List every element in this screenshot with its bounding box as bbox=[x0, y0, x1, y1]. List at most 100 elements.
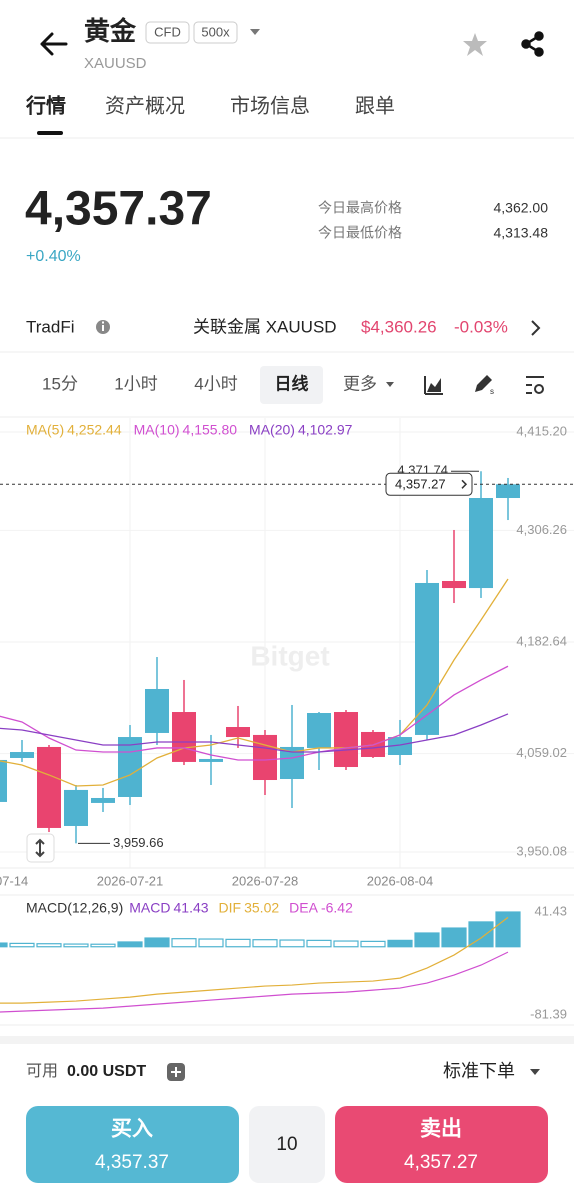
price-change: +0.40% bbox=[26, 248, 81, 265]
legend-value: 35.02 bbox=[244, 900, 279, 916]
legend-value: -6.42 bbox=[321, 900, 353, 916]
y-tick-label: 41.43 bbox=[534, 903, 567, 918]
ma-line bbox=[0, 713, 509, 753]
x-tick-label: 2026-07-14 bbox=[0, 873, 28, 888]
tab[interactable]: 市场信息 bbox=[230, 94, 310, 117]
macd-bar bbox=[252, 939, 278, 948]
candle-body bbox=[226, 727, 250, 738]
candle-body bbox=[172, 712, 196, 762]
chart-type-button[interactable] bbox=[424, 376, 443, 395]
macd-bar bbox=[0, 942, 8, 948]
candle-body bbox=[496, 484, 520, 499]
legend-value: 4,155.80 bbox=[183, 422, 238, 438]
svg-text:s: s bbox=[490, 387, 494, 396]
dropdown-icon[interactable] bbox=[386, 382, 394, 387]
candle-body bbox=[307, 713, 331, 748]
badge: 500x bbox=[201, 24, 230, 39]
interval[interactable]: 4小时 bbox=[194, 374, 237, 393]
y-tick-label: 4,059.02 bbox=[516, 745, 567, 760]
badge: CFD bbox=[154, 24, 181, 39]
legend-value: 4,102.97 bbox=[298, 422, 353, 438]
last-price-tag bbox=[385, 472, 473, 496]
candle-body bbox=[0, 759, 7, 802]
quantity[interactable]: 10 bbox=[276, 1134, 297, 1155]
x-tick-label: 2026-08-04 bbox=[367, 873, 434, 888]
chart-area: Bitget bbox=[0, 418, 574, 868]
buy-label[interactable]: 买入 bbox=[111, 1118, 153, 1141]
y-tick-label: 4,306.26 bbox=[516, 522, 567, 537]
interval-selected-bg bbox=[260, 366, 323, 404]
interval[interactable]: 15分 bbox=[42, 374, 78, 393]
x-tick-label: 2026-07-28 bbox=[232, 873, 299, 888]
buy-button[interactable] bbox=[26, 1106, 239, 1183]
macd-bar bbox=[90, 943, 116, 948]
tab[interactable]: 跟单 bbox=[355, 94, 395, 117]
legend-name: MACD bbox=[129, 900, 170, 916]
macd-line bbox=[0, 951, 509, 1013]
draw-tool-button[interactable]: s bbox=[475, 375, 494, 396]
macd-bar bbox=[441, 927, 467, 948]
macd-bar bbox=[198, 938, 224, 948]
interval[interactable]: 日线 bbox=[275, 373, 309, 393]
candle-body bbox=[118, 737, 142, 797]
macd-bar bbox=[63, 943, 89, 948]
info-icon[interactable] bbox=[96, 320, 110, 334]
indicator-button[interactable] bbox=[526, 376, 544, 394]
sell-price[interactable]: 4,357.27 bbox=[404, 1152, 478, 1173]
watermark: Bitget bbox=[250, 640, 329, 671]
legend-name: MA(10) bbox=[134, 422, 180, 438]
order-type[interactable]: 标准下单 bbox=[443, 1061, 515, 1081]
tab-indicator bbox=[37, 131, 63, 135]
macd-bar bbox=[9, 942, 35, 948]
instrument-title: 黄金 bbox=[84, 16, 137, 46]
macd-bar bbox=[144, 937, 170, 948]
interval[interactable]: 1小时 bbox=[114, 374, 157, 393]
back-button[interactable] bbox=[40, 32, 68, 56]
interval-more[interactable]: 更多 bbox=[343, 374, 377, 393]
buy-price[interactable]: 4,357.37 bbox=[95, 1152, 169, 1173]
sell-button[interactable] bbox=[335, 1106, 548, 1183]
dropdown-icon[interactable] bbox=[530, 1069, 540, 1075]
macd-bar bbox=[171, 938, 197, 948]
candle-body bbox=[334, 712, 358, 768]
deposit-button[interactable] bbox=[167, 1063, 185, 1081]
macd-bar bbox=[279, 939, 305, 948]
legend-value: 4,252.44 bbox=[67, 422, 122, 438]
tab[interactable]: 资产概况 bbox=[105, 94, 185, 117]
macd-bar bbox=[225, 938, 251, 948]
candle-body bbox=[91, 797, 115, 803]
legend-name: DEA bbox=[289, 900, 318, 916]
low-value: 4,313.48 bbox=[494, 225, 549, 241]
balance: 0.00 USDT bbox=[67, 1063, 146, 1080]
macd-bar bbox=[360, 940, 386, 948]
candle-body bbox=[145, 688, 169, 733]
related-change: -0.03% bbox=[454, 317, 508, 336]
legend-value: 41.43 bbox=[174, 900, 209, 916]
expand-button[interactable] bbox=[26, 833, 55, 863]
candle-body bbox=[253, 734, 277, 781]
macd-bar bbox=[117, 941, 143, 948]
chevron bbox=[461, 479, 468, 489]
dropdown-icon[interactable] bbox=[250, 29, 260, 35]
sell-label[interactable]: 卖出 bbox=[420, 1118, 462, 1141]
chevron[interactable] bbox=[531, 320, 541, 336]
favorite-button[interactable] bbox=[463, 33, 487, 56]
candle-body bbox=[64, 789, 88, 826]
candle-body bbox=[37, 746, 61, 828]
share-button[interactable] bbox=[521, 31, 544, 57]
legend-name: MA(20) bbox=[249, 422, 295, 438]
x-tick-label: 2026-07-21 bbox=[97, 873, 164, 888]
candle-body bbox=[469, 498, 493, 589]
macd-bar bbox=[36, 943, 62, 948]
ma-line bbox=[0, 665, 509, 761]
ma-line bbox=[0, 578, 509, 787]
related-symbol[interactable]: 关联金属 XAUUSD bbox=[193, 317, 337, 336]
last-price-label: 4,357.27 bbox=[395, 477, 446, 492]
quantity-box[interactable] bbox=[249, 1106, 325, 1183]
min-label: 3,959.66 bbox=[113, 835, 164, 850]
tab[interactable]: 行情 bbox=[25, 93, 66, 117]
macd-title: MACD(12,26,9) bbox=[26, 900, 123, 916]
candle-body bbox=[199, 758, 223, 762]
